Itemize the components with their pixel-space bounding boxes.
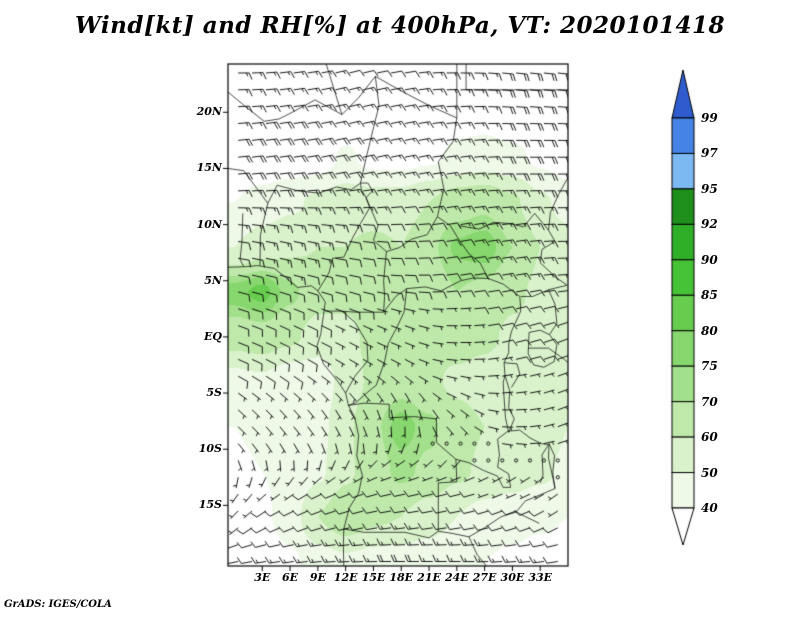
x-axis-label: 12E [333,571,358,584]
y-axis-label: 20N [196,105,222,119]
colorbar-label: 50 [701,465,718,480]
colorbar-label: 80 [701,323,718,338]
x-axis-label: 15E [361,571,386,584]
y-axis-label: 10S [198,442,222,456]
x-axis-label: 30E [500,571,525,584]
x-axis-label: 3E [254,571,271,584]
x-axis-label: 27E [472,571,497,584]
y-axis-label: 15S [198,498,222,512]
y-axis-label: 5N [204,273,222,287]
y-axis-label: 15N [196,161,222,175]
x-axis-label: 9E [309,571,326,584]
colorbar-label: 90 [701,252,718,267]
colorbar-label: 60 [701,430,718,445]
colorbar-label: 92 [701,217,718,232]
x-axis-label: 21E [417,571,441,584]
colorbar-label: 40 [701,501,718,515]
colorbar-label: 95 [701,181,718,196]
y-axis-label: 10N [196,217,222,231]
x-axis-label: 24E [444,571,469,584]
colorbar-label: 70 [701,394,718,409]
colorbar-label: 75 [701,359,718,374]
y-axis-label: 5S [206,386,222,400]
x-axis-label: 18E [389,571,414,584]
grads-attribution: GrADS: IGES/COLA [4,599,112,610]
colorbar-label: 97 [701,146,718,161]
y-axis-label: EQ [204,329,222,343]
x-axis-label: 6E [282,571,299,584]
colorbar-label: 85 [701,288,718,303]
colorbar-label: 99 [701,111,718,125]
x-axis-label: 33E [528,571,553,584]
